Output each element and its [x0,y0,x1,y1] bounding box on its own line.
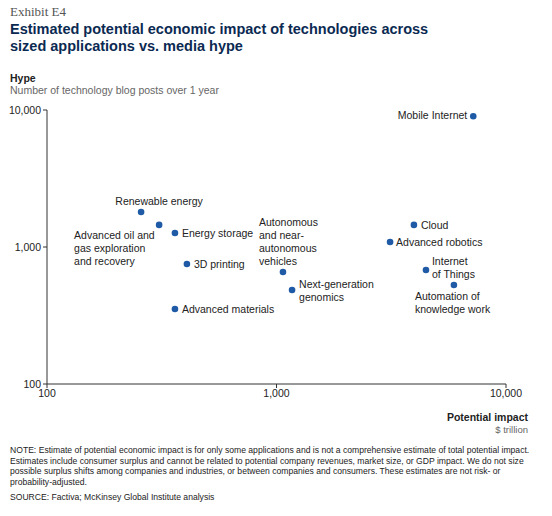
svg-text:10,000: 10,000 [9,104,41,116]
svg-text:Advanced robotics: Advanced robotics [396,236,482,248]
html-text:NOTE: Estimate of potential ec: NOTE: Estimate of potential economic imp… [10,445,530,487]
html-text:Potential impact: Potential impact [446,411,528,423]
svg-text:3D printing: 3D printing [194,258,245,270]
html-text:$ trillion: $ trillion [495,424,528,435]
svg-text:100: 100 [23,378,41,390]
svg-text:Energy storage: Energy storage [182,227,253,239]
svg-text:Automation ofknowledge work: Automation ofknowledge work [415,290,491,315]
html-text:SOURCE: Factiva; McKinsey Glob: SOURCE: Factiva; McKinsey Global Institu… [10,492,215,502]
svg-text:Advanced materials: Advanced materials [182,303,274,315]
svg-text:Advanced oil andgas exploratio: Advanced oil andgas explorationand recov… [74,229,155,267]
html-text:Number of technology blog post: Number of technology blog posts over 1 y… [10,84,219,96]
svg-text:Autonomousand near-autonomousv: Autonomousand near-autonomousvehicles [259,216,318,267]
svg-text:1,000: 1,000 [15,241,41,253]
svg-text:Mobile Internet: Mobile Internet [398,110,468,121]
svg-text:1,000: 1,000 [263,387,289,399]
html-text:Hype: Hype [10,72,36,84]
svg-text:10,000: 10,000 [490,387,522,399]
svg-text:100: 100 [38,387,56,400]
html-text:Estimated potential economic i: Estimated potential economic impact of t… [10,21,429,54]
svg-text:Cloud: Cloud [421,219,449,231]
svg-text:Next-generationgenomics: Next-generationgenomics [299,278,374,303]
svg-text:Internetof Things: Internetof Things [432,255,475,280]
svg-text:Renewable energy: Renewable energy [115,195,203,207]
html-text:Exhibit E4: Exhibit E4 [10,4,66,19]
